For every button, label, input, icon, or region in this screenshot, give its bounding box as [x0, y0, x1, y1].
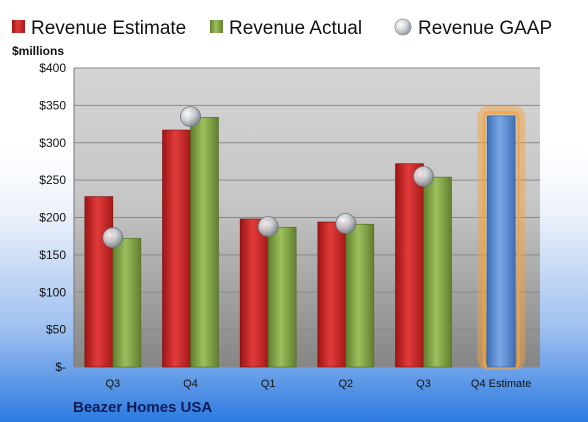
legend-swatch-estimate: [12, 20, 25, 33]
legend-label-actual: Revenue Actual: [229, 18, 362, 39]
y-tick-label: $300: [39, 136, 66, 150]
legend-label-gaap: Revenue GAAP: [418, 18, 552, 39]
y-axis: $- $50 $100 $150 $200 $250 $300 $350 $400: [39, 61, 75, 374]
legend-swatch-actual: [210, 20, 223, 33]
marker-revenue-gaap: [180, 106, 201, 127]
y-tick-label: $250: [39, 173, 66, 187]
bar-revenue-estimate: [84, 196, 114, 368]
x-tick-label: Q4: [183, 378, 198, 390]
y-tick-label: $100: [39, 285, 66, 299]
x-tick-label: Q3: [105, 378, 120, 390]
bar-revenue-actual: [267, 226, 297, 368]
legend-label-estimate: Revenue Estimate: [31, 18, 186, 39]
legend: Revenue Estimate Revenue Actual Revenue …: [12, 18, 552, 39]
y-tick-label: $350: [39, 98, 66, 112]
y-axis-unit-label: $millions: [12, 44, 64, 58]
bar-q4-estimate: [486, 115, 516, 368]
company-label: Beazer Homes USA: [73, 399, 212, 416]
x-tick-label: Q1: [261, 378, 276, 390]
bar-revenue-estimate: [162, 129, 191, 368]
bar-revenue-actual: [190, 117, 219, 368]
x-tick-label: Q4 Estimate: [471, 378, 532, 390]
marker-revenue-gaap: [413, 165, 434, 187]
marker-revenue-gaap: [335, 213, 357, 234]
bar-revenue-actual: [112, 238, 142, 368]
bar-revenue-actual: [423, 176, 452, 368]
gridlines: [74, 67, 540, 368]
x-tick-label: Q2: [338, 378, 353, 390]
y-tick-label: $200: [39, 211, 66, 225]
y-tick-label: $400: [39, 61, 66, 75]
x-axis: Q3 Q4 Q1 Q2 Q3 Q4 Estimate: [105, 378, 531, 390]
bars: [84, 105, 526, 370]
marker-revenue-gaap: [257, 216, 279, 237]
y-tick-label: $150: [39, 248, 66, 262]
y-tick-label: $-: [55, 360, 66, 374]
legend-swatch-gaap: [394, 18, 412, 36]
bar-revenue-actual: [345, 223, 375, 368]
bar-revenue-estimate: [395, 163, 424, 368]
y-tick-label: $50: [46, 323, 66, 337]
x-tick-label: Q3: [416, 378, 431, 390]
bar-revenue-estimate: [239, 218, 269, 368]
marker-revenue-gaap: [102, 227, 124, 249]
bar-revenue-estimate: [317, 221, 347, 368]
